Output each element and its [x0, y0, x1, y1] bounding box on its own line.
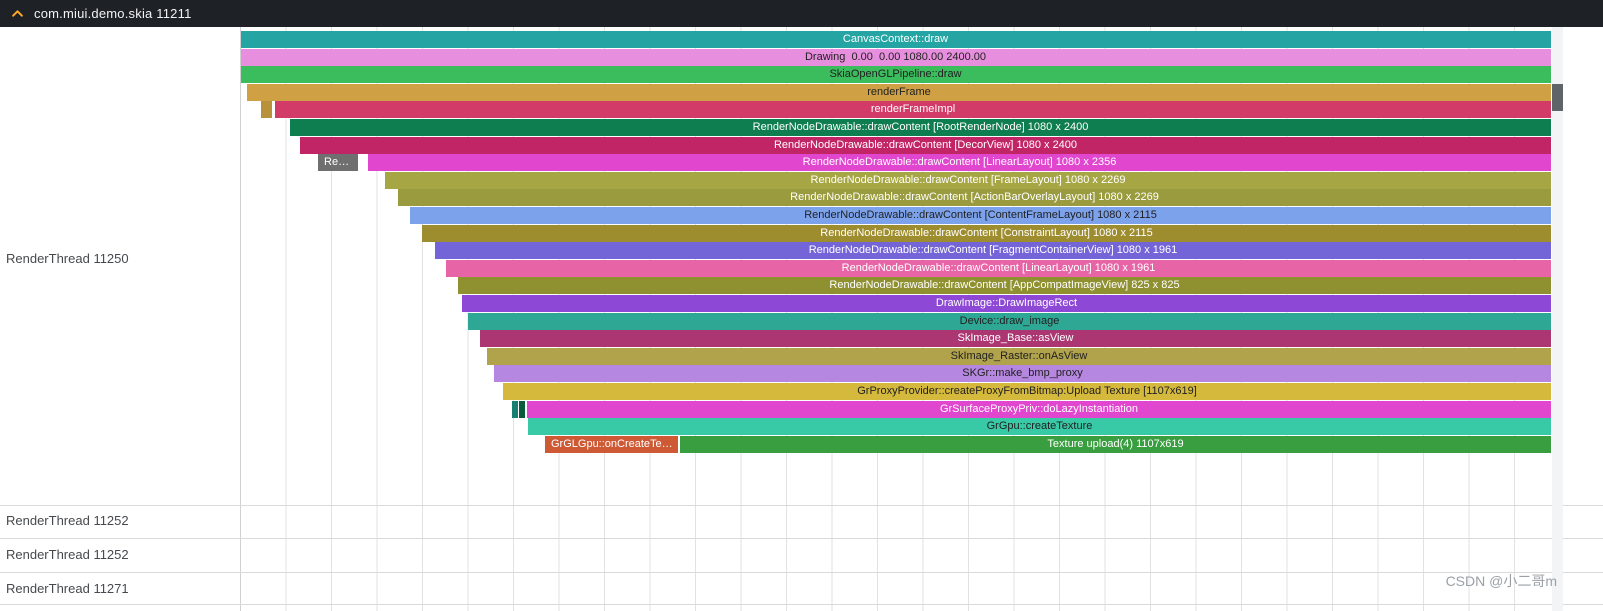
track-sidebar: RenderThread 11250 RenderThread 11252 Re…	[0, 27, 241, 611]
vertical-scrollbar-track[interactable]	[1552, 27, 1563, 611]
row-separator	[0, 604, 1603, 605]
flame-slice[interactable]: GrSurfaceProxyPriv::doLazyInstantiation	[527, 400, 1551, 418]
flame-slice[interactable]: RenderNodeDrawable::drawContent [RootRen…	[290, 119, 1551, 136]
flame-slice[interactable]: RenderNodeDrawable::drawContent [ActionB…	[398, 189, 1551, 207]
flame-slice[interactable]: RenderNodeDrawable::drawContent [DecorVi…	[300, 136, 1551, 154]
flame-slice[interactable]: RenderNodeDrawable::drawContent [LinearL…	[446, 259, 1551, 277]
flame-slice[interactable]	[519, 400, 525, 418]
track-row-renderthread-11252-a[interactable]: RenderThread 11252	[6, 513, 129, 528]
track-row-renderthread-11252-b[interactable]: RenderThread 11252	[6, 547, 129, 562]
flame-slice[interactable]: RenderNodeDrawable::drawContent [LinearL…	[368, 154, 1551, 172]
flame-slice[interactable]: GrGLGpu::onCreateTex…	[545, 435, 678, 453]
flame-slice[interactable]: RenderNodeDrawable::drawContent [Content…	[410, 207, 1551, 224]
flame-slice[interactable]: SKGr::make_bmp_proxy	[494, 365, 1551, 383]
row-separator	[0, 572, 1603, 573]
flame-slice[interactable]: GrGpu::createTexture	[528, 418, 1551, 436]
flame-slice[interactable]: RenderNodeDrawable::drawContent [Constra…	[422, 224, 1551, 242]
flame-slice[interactable]: SkImage_Base::asView	[480, 330, 1551, 348]
flame-slice[interactable]: renderFrame	[247, 83, 1551, 101]
flame-slice[interactable]: Device::draw_image	[468, 312, 1551, 330]
flame-slice[interactable]: renderFrameImpl	[275, 101, 1551, 119]
flame-slice[interactable]: Texture upload(4) 1107x619	[680, 435, 1551, 453]
flame-slice[interactable]: Drawing 0.00 0.00 1080.00 2400.00	[240, 48, 1551, 66]
flame-slice[interactable]: SkiaOpenGLPipeline::draw	[240, 66, 1551, 84]
flame-slice[interactable]: SkImage_Raster::onAsView	[487, 347, 1551, 365]
flame-slice[interactable]: RenderNodeDrawable::drawContent [Fragmen…	[435, 242, 1551, 260]
flame-slice[interactable]: DrawImage::DrawImageRect	[462, 295, 1551, 312]
flame-slice[interactable]: CanvasContext::draw	[240, 31, 1551, 48]
flame-slice[interactable]: RenderNodeDrawable::drawContent [AppComp…	[458, 277, 1551, 295]
track-row-renderthread-11271[interactable]: RenderThread 11271	[6, 581, 129, 596]
flame-slice[interactable]: Rende…	[318, 154, 358, 172]
track-row-renderthread-11250[interactable]: RenderThread 11250	[6, 251, 129, 266]
process-header[interactable]: com.miui.demo.skia 11211	[0, 0, 1603, 27]
vertical-scrollbar-thumb[interactable]	[1552, 84, 1563, 111]
watermark-text: CSDN @小二哥m	[1445, 573, 1557, 589]
chevron-up-icon[interactable]	[7, 4, 27, 24]
flame-chart: CanvasContext::draw Drawing 0.00 0.00 108…	[240, 27, 1603, 611]
flame-slice[interactable]: RenderNodeDrawable::drawContent [FrameLa…	[385, 171, 1551, 189]
row-separator	[0, 538, 1603, 539]
flame-slice[interactable]: GrProxyProvider::createProxyFromBitmap:U…	[503, 383, 1551, 400]
process-title: com.miui.demo.skia 11211	[34, 6, 192, 21]
row-separator	[0, 505, 1603, 506]
flame-slice[interactable]	[261, 101, 272, 119]
flame-slice[interactable]	[512, 400, 518, 418]
